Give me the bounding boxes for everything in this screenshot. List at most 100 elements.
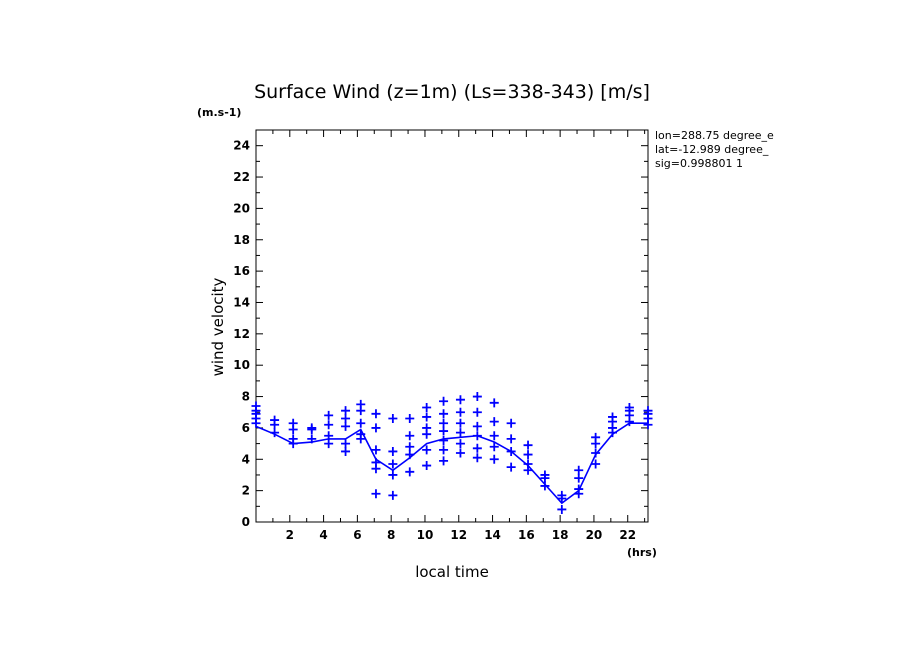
data-point-marker	[439, 445, 449, 455]
y-tick-label: 24	[233, 139, 250, 153]
data-point-marker	[405, 450, 415, 460]
data-point-marker	[574, 465, 584, 475]
y-tick-label: 22	[233, 170, 250, 184]
data-point-marker	[489, 417, 499, 427]
data-point-marker	[288, 418, 298, 428]
y-tick-label: 4	[242, 452, 250, 466]
y-tick-label: 2	[242, 484, 250, 498]
data-point-marker	[388, 459, 398, 469]
x-tick-label: 12	[450, 528, 467, 542]
info-line-lat: lat=-12.989 degree_	[655, 143, 769, 156]
plot-frame	[255, 129, 649, 523]
data-point-marker	[341, 406, 351, 416]
data-point-marker	[388, 446, 398, 456]
data-point-marker	[472, 407, 482, 417]
data-point-marker	[356, 406, 366, 416]
data-point-marker	[591, 459, 601, 469]
data-point-marker	[506, 434, 516, 444]
data-point-marker	[455, 395, 465, 405]
y-tick-label: 14	[233, 295, 250, 309]
y-tick-label: 18	[233, 233, 250, 247]
data-point-marker	[307, 423, 317, 433]
data-point-marker	[557, 504, 567, 514]
data-point-marker	[472, 453, 482, 463]
data-point-marker	[472, 392, 482, 402]
data-point-marker	[608, 428, 618, 438]
data-point-marker	[324, 410, 334, 420]
data-point-marker	[422, 412, 432, 422]
data-point-marker	[455, 407, 465, 417]
data-point-marker	[288, 439, 298, 449]
data-point-marker	[341, 446, 351, 456]
data-point-marker	[371, 445, 381, 455]
data-point-marker	[574, 473, 584, 483]
data-point-marker	[356, 418, 366, 428]
y-tick-label: 0	[242, 515, 250, 529]
data-point-marker	[506, 446, 516, 456]
data-point-marker	[624, 417, 634, 427]
data-point-marker	[324, 439, 334, 449]
data-point-marker	[405, 467, 415, 477]
data-point-marker	[371, 489, 381, 499]
data-point-marker	[324, 420, 334, 430]
data-point-marker	[540, 473, 550, 483]
y-tick-label: 12	[233, 327, 250, 341]
data-point-marker	[489, 398, 499, 408]
data-point-marker	[455, 439, 465, 449]
data-point-marker	[540, 481, 550, 491]
data-point-marker	[439, 426, 449, 436]
x-tick-label: 8	[387, 528, 395, 542]
x-tick-label: 6	[353, 528, 361, 542]
data-point-marker	[506, 462, 516, 472]
data-point-marker	[439, 418, 449, 428]
y-tick-label: 6	[242, 421, 250, 435]
data-point-marker	[324, 431, 334, 441]
x-units-label: (hrs)	[627, 546, 657, 559]
data-point-marker	[472, 421, 482, 431]
y-tick-label: 16	[233, 264, 250, 278]
chart-title: Surface Wind (z=1m) (Ls=338-343) [m/s]	[254, 81, 650, 103]
data-point-marker	[405, 431, 415, 441]
data-point-marker	[489, 442, 499, 452]
data-point-marker	[405, 442, 415, 452]
data-point-marker	[270, 415, 280, 425]
data-point-marker	[356, 434, 366, 444]
data-point-marker	[455, 418, 465, 428]
data-point-marker	[455, 428, 465, 438]
data-point-marker	[422, 461, 432, 471]
x-axis-label: local time	[415, 563, 489, 581]
data-point-marker	[422, 403, 432, 413]
data-point-marker	[439, 409, 449, 419]
data-point-marker	[643, 420, 653, 430]
data-point-marker	[489, 431, 499, 441]
x-tick-label: 14	[484, 528, 501, 542]
data-point-marker	[388, 470, 398, 480]
data-point-marker	[591, 448, 601, 458]
mean-series-line	[255, 422, 648, 505]
data-point-marker	[251, 418, 261, 428]
data-point-marker	[251, 401, 261, 411]
data-point-marker	[341, 414, 351, 424]
data-point-marker	[388, 414, 398, 424]
y-units-label: (m.s-1)	[197, 106, 241, 119]
data-point-marker	[422, 445, 432, 455]
data-point-marker	[270, 428, 280, 438]
data-point-marker	[523, 450, 533, 460]
y-tick-label: 10	[233, 358, 250, 372]
data-point-marker	[489, 454, 499, 464]
data-point-marker	[422, 429, 432, 439]
x-tick-label: 10	[417, 528, 434, 542]
data-point-marker	[439, 456, 449, 466]
x-tick-label: 16	[518, 528, 535, 542]
data-point-marker	[523, 465, 533, 475]
data-point-marker	[472, 431, 482, 441]
data-point-marker	[307, 434, 317, 444]
y-tick-label: 8	[242, 390, 250, 404]
data-point-marker	[341, 439, 351, 449]
data-point-marker	[371, 423, 381, 433]
data-point-marker	[472, 443, 482, 453]
data-point-marker	[506, 418, 516, 428]
y-tick-label: 20	[233, 201, 250, 215]
data-point-marker	[439, 435, 449, 445]
